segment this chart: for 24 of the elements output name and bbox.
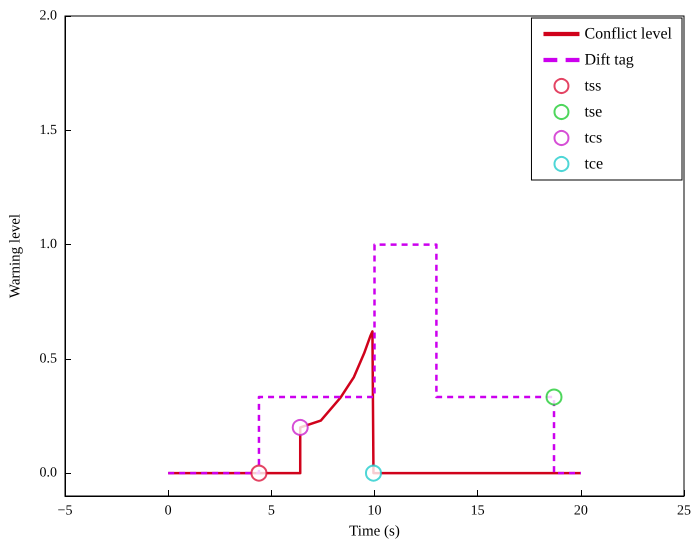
x-tick-label: 5 bbox=[268, 504, 275, 518]
point bbox=[546, 388, 563, 406]
point bbox=[364, 464, 382, 482]
legend-label: tss bbox=[584, 78, 602, 94]
y-tick-label: 1.0 bbox=[40, 237, 57, 252]
y-tick-label: 2.0 bbox=[40, 8, 57, 24]
x-tick-label: 15 bbox=[470, 504, 485, 518]
x-tick-label: 25 bbox=[677, 504, 691, 518]
y-tick-label: 0.5 bbox=[40, 351, 57, 366]
legend-label: tcs bbox=[584, 130, 602, 146]
x-tick-label: 10 bbox=[368, 504, 382, 518]
point bbox=[250, 464, 268, 482]
legend-label: tse bbox=[584, 104, 602, 120]
y-axis-title: Warning level bbox=[8, 214, 24, 298]
x-tick-label: −5 bbox=[58, 504, 72, 518]
y-tick-label: 0.0 bbox=[40, 466, 57, 481]
x-tick-label: 20 bbox=[574, 504, 588, 518]
legend-label: tce bbox=[584, 156, 604, 172]
legend-label: Conflict level bbox=[584, 26, 673, 42]
x-axis-title: Time (s) bbox=[349, 524, 400, 540]
x-tick-label: 0 bbox=[164, 504, 172, 518]
legend-label: Dift tag bbox=[584, 52, 634, 68]
y-tick-label: 1.5 bbox=[40, 122, 57, 138]
point bbox=[292, 418, 309, 436]
